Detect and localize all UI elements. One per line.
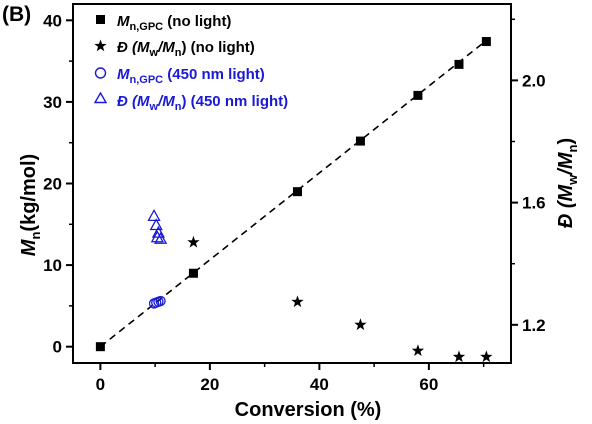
data-point-series-3 [147,208,161,221]
data-point-series-1 [411,344,425,357]
data-point-series-1 [452,350,466,363]
x-tick-label: 60 [419,375,438,394]
y-left-title-subscript: n [28,232,43,240]
data-point-series-0 [481,37,491,47]
legend-label-d-no-light: Đ (Mw/Mn) (no light) [117,39,255,59]
y-left-axis-title: Mn(kg/mol) [18,154,43,256]
data-point-series-3 [154,231,168,244]
y-left-tick-label: 10 [43,256,62,275]
legend-marker-d-no-light [94,39,107,52]
x-tick-label: 20 [200,375,219,394]
legend-marker-mn-450nm [94,67,107,79]
data-point-series-0 [292,187,302,197]
y-left-title-symbol: M [18,238,40,256]
x-tick-label: 0 [96,375,105,394]
data-point-series-0 [454,59,464,69]
data-point-series-3 [150,230,164,243]
legend-label-mn-no-light: Mn,GPC (no light) [117,13,231,33]
legend-label-mn-450nm: Mn,GPC (450 nm light) [117,66,265,86]
data-point-series-1 [187,235,200,248]
legend: Mn,GPC (no light) Đ (Mw/Mn) (no light) M… [93,13,288,113]
x-tick-label: 40 [310,375,329,394]
legend-label-d-450nm: Đ (Mw/Mn) (450 nm light) [117,93,288,113]
y-left-tick-label: 40 [43,11,62,30]
y-left-tick-label: 20 [43,175,62,194]
panel-label: (B) [2,3,31,26]
y-right-axis-ticks: 1.2 1.6 2.0 [511,18,546,335]
y-left-title-unit: (kg/mol) [18,154,40,232]
data-points [95,37,493,363]
data-point-series-1 [354,318,367,331]
data-point-series-1 [480,350,493,363]
y-right-tick-label: 2.0 [522,71,546,90]
y-right-axis-title: Đ (Mw/Mn) [555,138,580,228]
legend-marker-mn-no-light [96,15,105,24]
x-axis-title: Conversion (%) [235,399,382,421]
data-point-series-0 [413,90,423,100]
y-right-tick-label: 1.2 [522,316,546,335]
legend-marker-d-450nm [93,91,108,104]
data-point-series-0 [188,268,198,278]
data-point-series-3 [149,218,163,231]
fit-line [99,37,490,348]
data-point-series-0 [95,342,105,352]
data-point-series-0 [355,136,365,146]
y-right-tick-label: 1.6 [522,194,546,213]
data-point-series-2 [155,295,166,307]
plot-frame [72,3,512,364]
data-point-series-1 [291,295,304,308]
y-left-tick-label: 30 [43,93,62,112]
y-left-tick-label: 0 [53,338,62,357]
x-axis-ticks: 0 20 40 60 [96,363,485,394]
y-left-axis-ticks: 0 10 20 30 40 [43,11,73,357]
